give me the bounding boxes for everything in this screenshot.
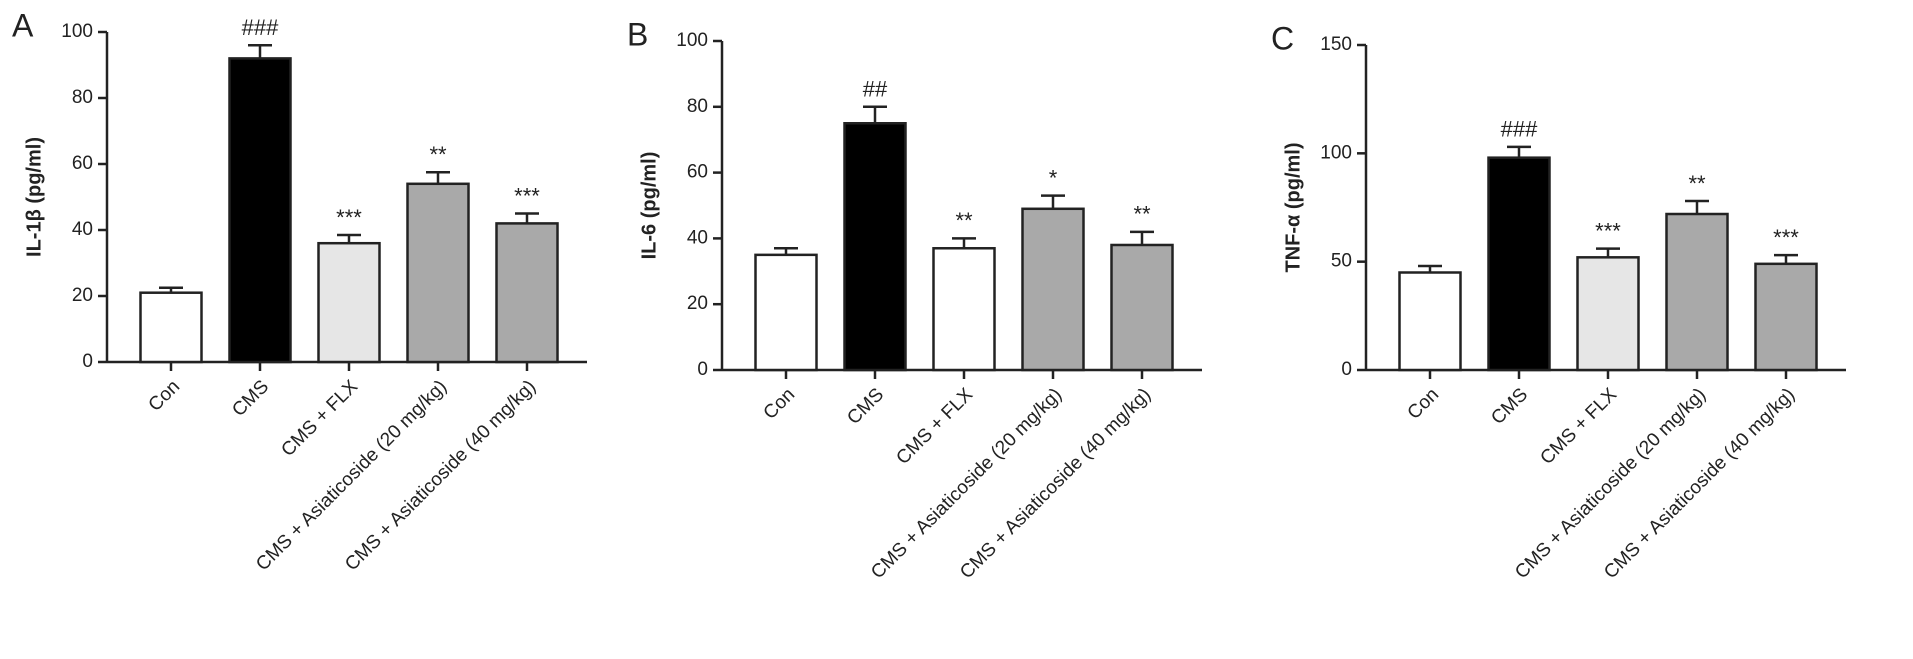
significance-label: ** (429, 142, 447, 167)
y-tick-label: 150 (1320, 34, 1352, 55)
y-tick-label: 60 (72, 153, 93, 174)
x-tick-label: CMS + FLX (277, 376, 362, 461)
y-axis-title: TNF-α (pg/ml) (1282, 142, 1304, 272)
significance-label: ** (1688, 171, 1706, 196)
y-tick-label: 100 (676, 30, 708, 51)
x-tick-label: Con (760, 384, 799, 423)
significance-label: *** (1773, 225, 1799, 250)
significance-label: ** (955, 208, 973, 233)
bar (1665, 212, 1729, 372)
bar (1110, 243, 1174, 372)
y-tick-label: 20 (72, 285, 93, 306)
panel-label: C (1271, 20, 1294, 56)
bar (932, 247, 996, 372)
bar (1487, 156, 1551, 372)
x-tick-label: CMS + Asiaticoside (20 mg/kg) (1511, 384, 1710, 583)
significance-label: ## (863, 77, 888, 102)
significance-label: ** (1133, 202, 1151, 227)
y-tick-label: 40 (72, 219, 93, 240)
x-tick-label: Con (145, 376, 184, 415)
x-tick-label: CMS + Asiaticoside (40 mg/kg) (1600, 384, 1799, 583)
bar (1576, 256, 1640, 372)
y-tick-label: 80 (687, 96, 708, 117)
panel-label: A (12, 7, 34, 43)
bar (1021, 207, 1085, 372)
significance-label: ### (242, 15, 279, 40)
x-tick-label: CMS (1487, 384, 1532, 429)
x-tick-label: CMS + Asiaticoside (40 mg/kg) (341, 376, 540, 575)
y-tick-label: 0 (697, 359, 708, 380)
x-tick-label: CMS + Asiaticoside (40 mg/kg) (956, 384, 1155, 583)
significance-label: *** (1595, 218, 1621, 243)
y-tick-label: 50 (1331, 251, 1352, 272)
y-tick-label: 40 (687, 227, 708, 248)
x-tick-label: CMS (843, 384, 888, 429)
x-tick-label: CMS + Asiaticoside (20 mg/kg) (252, 376, 451, 575)
x-tick-label: CMS (228, 376, 273, 421)
y-tick-label: 0 (1341, 359, 1352, 380)
bar (139, 291, 203, 364)
y-axis-title: IL-6 (pg/ml) (638, 152, 660, 260)
bar (228, 57, 292, 364)
significance-label: ### (1501, 117, 1538, 142)
y-axis-title: IL-1β (pg/ml) (23, 137, 45, 257)
y-tick-label: 0 (82, 351, 93, 372)
panel-label: B (627, 16, 648, 52)
bar (317, 241, 381, 364)
bar (495, 222, 559, 364)
y-tick-label: 60 (687, 162, 708, 183)
x-tick-label: CMS + FLX (1536, 384, 1621, 469)
x-tick-label: Con (1404, 384, 1443, 423)
x-tick-label: CMS + Asiaticoside (20 mg/kg) (867, 384, 1066, 583)
bar (1398, 271, 1462, 372)
bar (754, 253, 818, 372)
y-tick-label: 80 (72, 87, 93, 108)
significance-label: *** (514, 183, 540, 208)
bar (1754, 262, 1818, 372)
bar (406, 182, 470, 364)
significance-label: * (1049, 165, 1058, 190)
y-tick-label: 20 (687, 293, 708, 314)
y-tick-label: 100 (61, 21, 93, 42)
x-tick-label: CMS + FLX (892, 384, 977, 469)
significance-label: *** (336, 205, 362, 230)
y-tick-label: 100 (1320, 142, 1352, 163)
bar (843, 122, 907, 372)
